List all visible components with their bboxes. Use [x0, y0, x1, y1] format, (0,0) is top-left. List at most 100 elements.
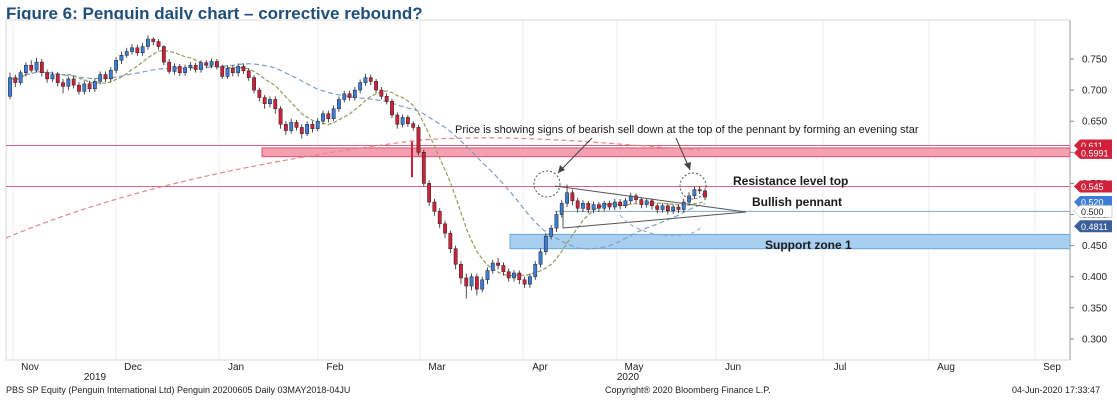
price-tag-2: 0.545: [1074, 180, 1112, 193]
candle: [639, 197, 644, 209]
candle-body: [8, 77, 12, 97]
candle-body: [453, 248, 458, 265]
candle-body: [496, 262, 500, 266]
candle: [108, 67, 113, 83]
candle-body: [326, 113, 331, 119]
candle-body: [517, 272, 522, 281]
candle-body: [230, 68, 235, 73]
candle: [565, 184, 569, 208]
candle-body: [554, 214, 559, 229]
candle: [331, 105, 336, 122]
price-tag-label: 0.4811: [1081, 222, 1108, 232]
candle: [517, 270, 522, 285]
candle: [230, 65, 235, 77]
price-tag-shape: [1074, 146, 1112, 159]
candle: [400, 114, 405, 128]
candle: [236, 63, 241, 77]
candle: [543, 233, 548, 255]
candle: [114, 57, 119, 74]
candle: [161, 45, 166, 66]
price-tag-label: 0.5991: [1081, 148, 1109, 158]
candle: [45, 69, 50, 83]
candle: [644, 198, 649, 208]
x-tick-jun: Jun: [725, 362, 741, 373]
candle-body: [687, 195, 691, 203]
moving-averages: [5, 49, 706, 277]
candle: [676, 204, 681, 214]
candle: [315, 118, 320, 132]
candle: [273, 96, 278, 114]
resistance-label: Resistance level top: [733, 174, 848, 188]
candle-body: [305, 124, 309, 134]
candle: [623, 197, 628, 209]
candle-body: [485, 270, 490, 281]
candle-body: [193, 64, 198, 70]
candle: [474, 273, 479, 296]
x-axis: Nov Dec Jan Feb Mar Apr May Jun Jul Aug Sep 2019 202…: [21, 362, 1061, 383]
candle-body: [151, 38, 156, 42]
candle-body: [268, 99, 272, 105]
candle-body: [92, 81, 97, 90]
candle: [522, 276, 527, 288]
candle-body: [246, 70, 251, 78]
candle-body: [665, 205, 670, 212]
candle: [146, 35, 150, 50]
candle-body: [29, 64, 34, 71]
x-tick-apr: Apr: [532, 362, 548, 373]
candle-body: [146, 38, 150, 47]
x-tick-may: May: [625, 362, 644, 373]
candle-body: [443, 223, 447, 234]
candle-body: [315, 120, 320, 129]
candle: [368, 74, 373, 86]
candle: [321, 110, 325, 125]
candle-body: [607, 203, 612, 208]
candle-body: [400, 117, 405, 125]
candle-body: [199, 62, 203, 70]
ma-long-line: [5, 137, 701, 239]
candle: [294, 119, 299, 131]
candle: [406, 114, 410, 127]
evening-star-circle-2: [679, 172, 707, 200]
support-zone-label: Support zone 1: [765, 238, 852, 252]
candle: [199, 60, 203, 73]
candle: [464, 273, 469, 299]
candle-body: [71, 78, 76, 86]
candle-body: [177, 66, 182, 73]
candle: [416, 124, 421, 156]
candle: [225, 65, 230, 79]
candle: [262, 95, 267, 109]
candle: [596, 202, 601, 213]
candle: [501, 262, 506, 276]
candle-body: [528, 276, 532, 285]
x-tick-aug: Aug: [937, 362, 955, 373]
candle-body: [379, 89, 384, 97]
candle-body: [130, 47, 134, 52]
candle: [34, 57, 39, 73]
candle: [448, 230, 453, 254]
candle-body: [538, 251, 543, 265]
candle-body: [395, 114, 400, 125]
candle: [50, 71, 55, 83]
candle-body: [103, 74, 108, 80]
candle-body: [82, 83, 87, 92]
candle: [581, 200, 585, 213]
x-tick-jul: Jul: [834, 362, 847, 373]
annotations: Price is showing signs of bearish sell d…: [455, 124, 919, 252]
candle: [570, 189, 575, 206]
candle: [554, 211, 559, 232]
x-tick-nov: Nov: [21, 362, 39, 373]
x-tick-feb: Feb: [326, 362, 344, 373]
candle-body: [543, 236, 548, 253]
candle: [177, 63, 182, 76]
candle-body: [474, 276, 479, 290]
candle: [8, 72, 12, 100]
candle-body: [50, 74, 55, 80]
candle-body: [596, 204, 601, 209]
candle: [538, 248, 543, 268]
candle-body: [252, 77, 256, 91]
candle-body: [384, 96, 389, 102]
candle: [528, 273, 532, 288]
candle-body: [506, 271, 511, 279]
candle: [432, 198, 437, 216]
candle: [437, 208, 442, 229]
